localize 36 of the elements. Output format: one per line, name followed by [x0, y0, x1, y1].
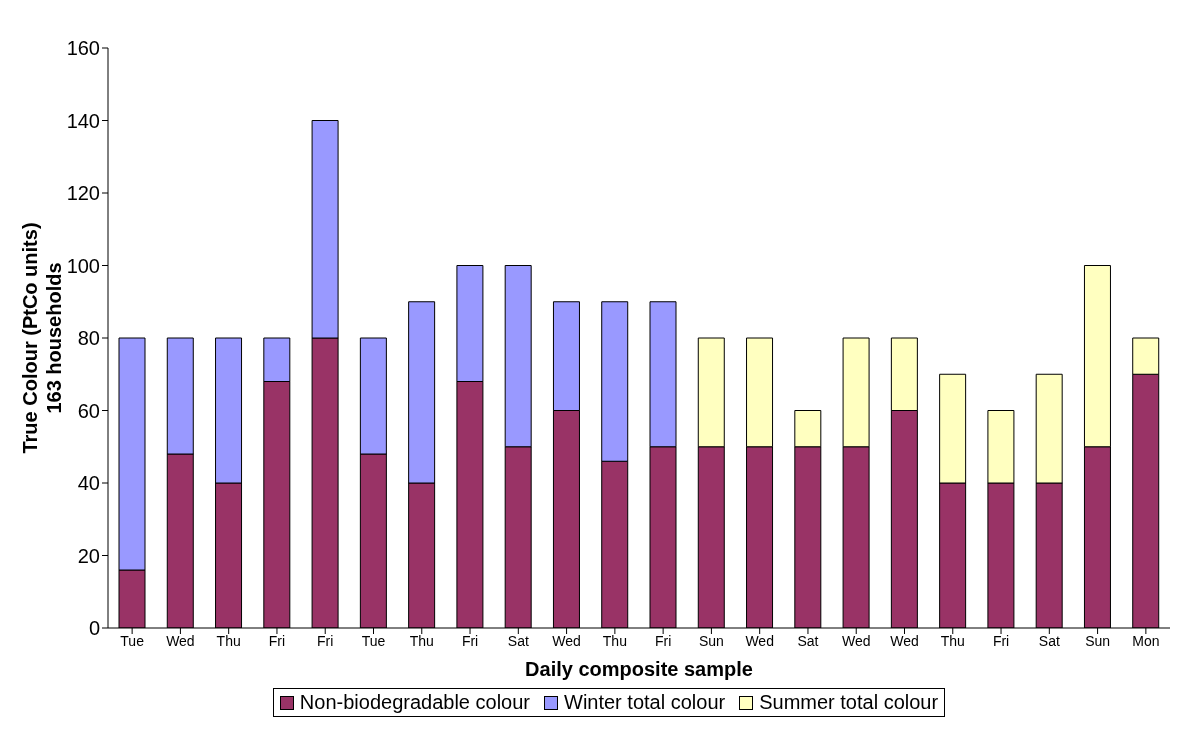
legend-label: Non-biodegradable colour — [298, 691, 530, 714]
x-tick-label: Tue — [120, 632, 145, 649]
x-tick-label: Wed — [841, 632, 871, 649]
x-tick-label: Sat — [797, 632, 819, 649]
x-tick-label: Wed — [890, 632, 919, 649]
y-tick-label: 80 — [77, 327, 100, 350]
y-tick-label: 0 — [88, 617, 100, 640]
x-tick-label: Fri — [654, 632, 672, 649]
x-tick-label: Tue — [361, 632, 386, 649]
x-tick-label: Thu — [409, 632, 434, 649]
x-axis-title: Daily composite sample — [525, 658, 753, 680]
y-tick-label: 40 — [77, 472, 100, 495]
y-axis-title: True Colour (PtCo units) 163 households — [19, 222, 65, 454]
y-tick-label: 140 — [66, 109, 100, 132]
x-tick-label: Sat — [1038, 632, 1060, 649]
y-tick-label: 160 — [66, 37, 100, 60]
x-tick-label: Sun — [698, 632, 724, 649]
x-tick-label: Thu — [940, 632, 965, 649]
y-tick-label: 60 — [77, 399, 100, 422]
x-tick-label: Wed — [552, 632, 581, 649]
x-tick-label: Fri — [461, 632, 479, 649]
legend-label: Winter total colour — [563, 691, 726, 714]
x-tick-label: Sun — [1085, 632, 1111, 649]
x-tick-label: Fri — [317, 632, 334, 649]
x-tick-label: Wed — [745, 632, 774, 649]
legend-label: Summer total colour — [758, 691, 939, 714]
x-tick-label: Thu — [602, 632, 627, 649]
x-tick-label: Fri — [992, 632, 1010, 649]
x-tick-label: Sat — [507, 632, 529, 649]
y-tick-label: 20 — [77, 544, 100, 567]
x-tick-label: Thu — [216, 632, 241, 649]
y-tick-label: 120 — [66, 182, 100, 205]
y-tick-label: 100 — [66, 254, 100, 277]
x-tick-label: Wed — [166, 632, 195, 649]
x-tick-label: Mon — [1132, 632, 1160, 649]
x-tick-label: Fri — [268, 632, 286, 649]
